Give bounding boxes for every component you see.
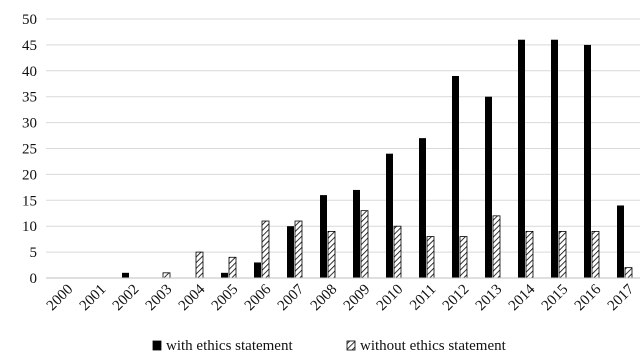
bar-with-ethics-2008 [320, 195, 327, 278]
legend: with ethics statement without ethics stat… [152, 338, 507, 354]
y-tick-label: 45 [22, 38, 37, 54]
bar-with-ethics-2011 [419, 138, 426, 278]
x-tick-label: 2008 [308, 282, 341, 315]
bar-without-ethics-2013 [492, 215, 501, 279]
x-tick-label: 2017 [605, 281, 638, 314]
bar-without-ethics-2014 [525, 230, 534, 279]
x-axis-ticks: 2000 2001 2002 2003 2004 2005 2006 2007 2008 2009… [44, 281, 638, 314]
x-tick-label: 2012 [440, 282, 473, 315]
bar-with-ethics-2002 [122, 272, 129, 278]
x-tick-label: 2015 [539, 282, 572, 315]
x-tick-label: 2013 [473, 282, 506, 315]
legend-label: with ethics statement [166, 338, 293, 354]
bar-with-ethics-2014 [518, 39, 525, 278]
bar-without-ethics-2009 [360, 210, 369, 279]
x-tick-label: 2011 [407, 282, 439, 314]
x-tick-label: 2010 [374, 282, 407, 315]
y-tick-label: 30 [22, 116, 37, 132]
bar-without-ethics-2010 [393, 225, 402, 279]
bars [122, 39, 633, 279]
x-tick-label: 2003 [143, 282, 176, 315]
x-tick-label: 2007 [275, 281, 308, 314]
bar-without-ethics-2016 [591, 230, 600, 279]
bar-without-ethics-2007 [294, 220, 303, 279]
legend-swatch [346, 340, 356, 351]
bar-without-ethics-2015 [558, 230, 567, 279]
x-tick-label: 2001 [77, 282, 110, 315]
y-tick-label: 40 [22, 64, 37, 80]
bar-with-ethics-2009 [353, 189, 360, 278]
bar-with-ethics-2010 [386, 153, 393, 278]
y-tick-label: 25 [22, 142, 37, 158]
bar-with-ethics-2006 [254, 262, 261, 278]
bar-without-ethics-2011 [426, 236, 435, 279]
y-axis-ticks: 0 5 10 15 20 25 30 35 40 45 50 [22, 12, 37, 287]
bar-without-ethics-2008 [327, 230, 336, 279]
y-tick-label: 35 [22, 90, 37, 106]
y-tick-label: 50 [22, 12, 37, 28]
legend-label: without ethics statement [360, 338, 507, 354]
x-tick-label: 2016 [572, 281, 605, 314]
y-tick-label: 5 [30, 245, 38, 261]
y-tick-label: 10 [22, 219, 37, 235]
gridlines [46, 18, 640, 253]
bar-without-ethics-2012 [459, 236, 468, 279]
x-tick-label: 2004 [176, 281, 209, 314]
bar-with-ethics-2013 [485, 96, 492, 278]
x-tick-label: 2009 [341, 282, 374, 315]
legend-swatch [152, 340, 162, 351]
bar-with-ethics-2016 [584, 44, 591, 279]
x-tick-label: 2014 [506, 281, 539, 314]
bar-with-ethics-2012 [452, 75, 459, 278]
bar-with-ethics-2005 [221, 272, 228, 278]
bar-with-ethics-2015 [551, 39, 558, 278]
bar-with-ethics-2017 [617, 205, 624, 278]
y-tick-label: 15 [22, 193, 37, 209]
bar-without-ethics-2004 [195, 251, 204, 279]
bar-without-ethics-2006 [261, 220, 270, 279]
y-tick-label: 0 [30, 271, 38, 287]
y-tick-label: 20 [22, 167, 37, 183]
x-tick-label: 2000 [44, 282, 77, 315]
x-tick-label: 2002 [110, 282, 143, 315]
bar-without-ethics-2005 [228, 256, 237, 279]
bar-with-ethics-2007 [287, 226, 294, 278]
x-tick-label: 2006 [242, 281, 275, 314]
x-tick-label: 2005 [209, 282, 242, 315]
bar-without-ethics-2003 [162, 272, 171, 279]
bar-without-ethics-2017 [624, 267, 633, 279]
